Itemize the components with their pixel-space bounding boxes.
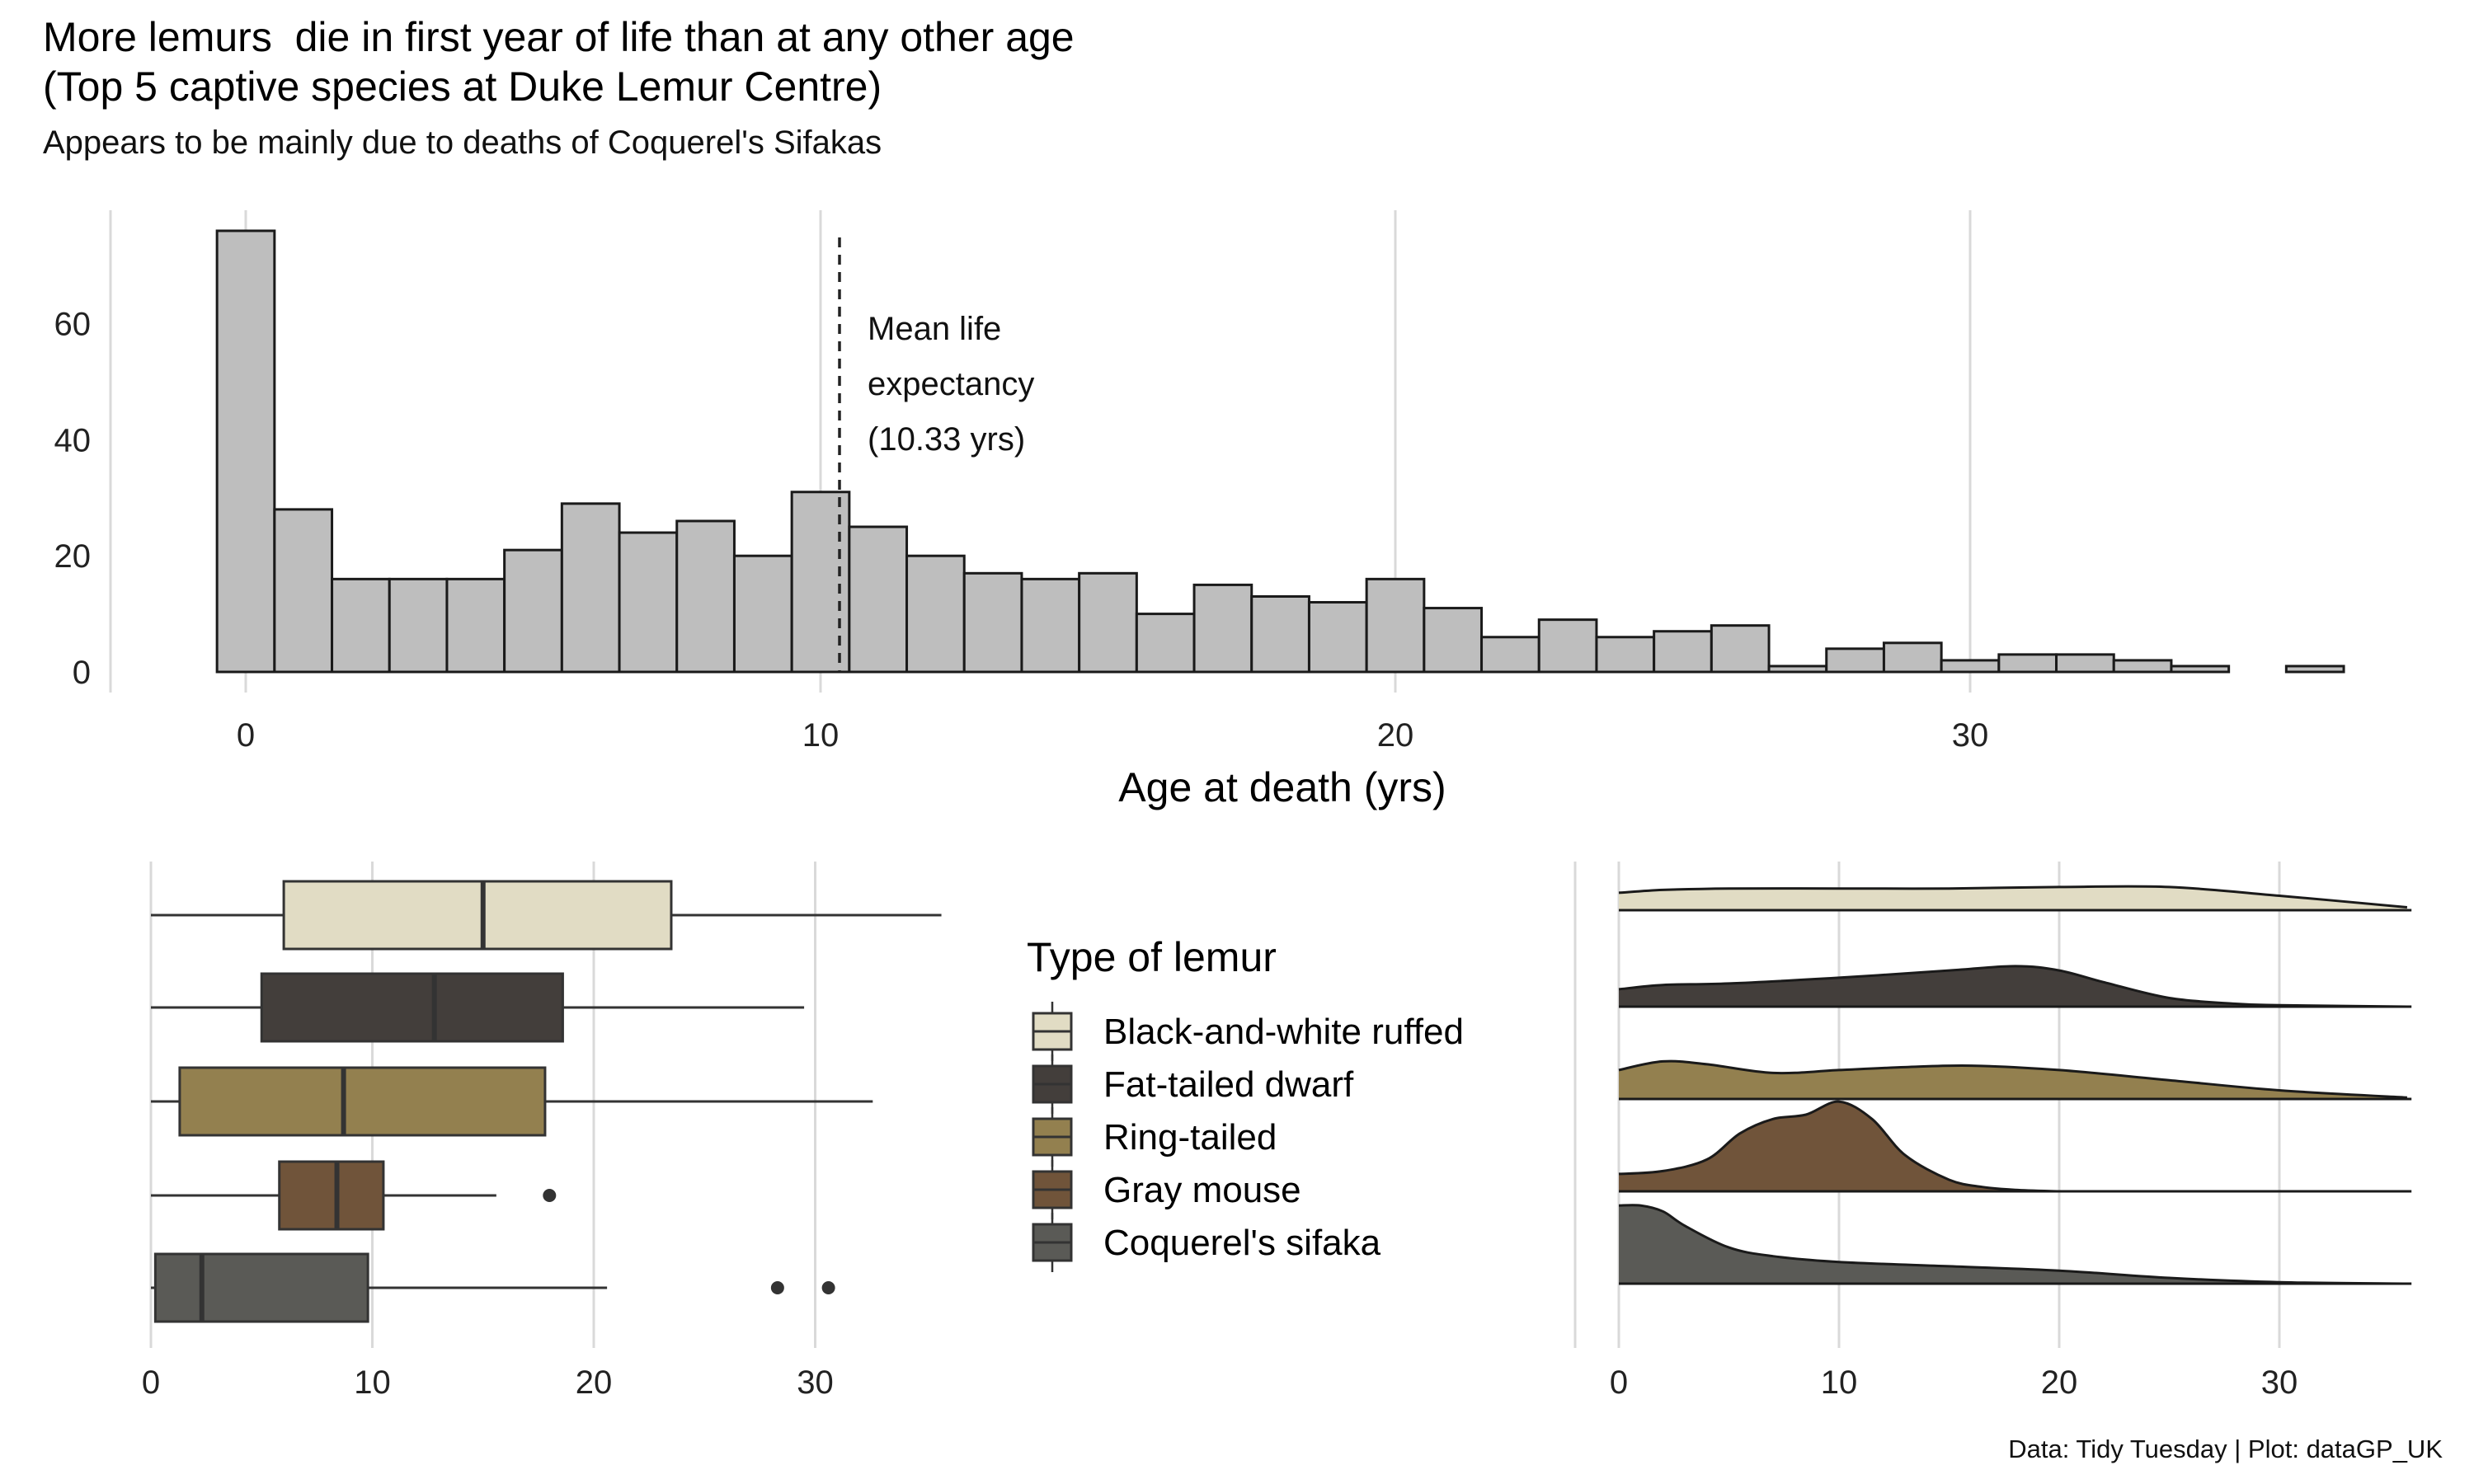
ridgeline-x-tick-label: 30: [2261, 1364, 2298, 1401]
histogram-bar: [732, 554, 793, 674]
ridgeline-density-outline: [1618, 1100, 2060, 1193]
legend-label: Gray mouse: [1103, 1170, 1301, 1210]
histogram-bar: [215, 229, 276, 674]
ridgeline-x-tick-label: 10: [1821, 1364, 1858, 1401]
histogram-bar: [1537, 618, 1598, 674]
histogram-bar: [1423, 607, 1484, 674]
histogram-bar: [1307, 601, 1368, 674]
mean-life-annotation-line: Mean life: [868, 311, 1001, 347]
y-tick-label: 60: [54, 307, 92, 343]
boxplot-x-tick-label: 10: [354, 1364, 391, 1401]
ridgeline-density-outline: [1618, 885, 2408, 909]
histogram-bar: [388, 577, 449, 674]
histogram-bar: [2112, 659, 2173, 674]
histogram-bar: [618, 531, 679, 674]
histogram-bar: [1078, 571, 1138, 674]
legend: Type of lemur Black-and-white ruffed Fat-t…: [1027, 934, 1464, 1272]
chart-title-line-1: More lemurs die in first year of life th…: [43, 14, 1075, 60]
histogram-bar: [2284, 665, 2345, 674]
legend-label: Fat-tailed dwarf: [1103, 1064, 1354, 1105]
boxplot-outlier: [770, 1281, 784, 1294]
x-tick-label: 20: [1377, 717, 1414, 754]
ridgeline-density-fill: [1619, 1061, 2407, 1099]
histogram-bar: [848, 525, 909, 674]
histogram-bar: [1480, 636, 1540, 674]
histogram-bar: [962, 571, 1023, 674]
histogram-bar: [445, 577, 506, 674]
mean-life-annotation-line: (10.33 yrs): [868, 421, 1025, 458]
ridgeline-density-fill: [1619, 1101, 2059, 1191]
x-tick-label: 0: [237, 717, 255, 754]
boxplot-x-tick-label: 30: [797, 1364, 834, 1401]
histogram-bar: [675, 519, 736, 674]
histogram-bar: [1825, 647, 1885, 674]
ridgeline-density-outline: [1618, 965, 2407, 1008]
mean-life-annotation-line: expectancy: [868, 366, 1034, 402]
histogram-bar: [560, 502, 621, 674]
ridgeline-x-tick-label: 0: [1610, 1364, 1628, 1401]
legend-item: Fat-tailed dwarf: [1032, 1054, 1354, 1114]
boxplot-x-tick-label: 0: [142, 1364, 160, 1401]
y-tick-label: 20: [54, 538, 92, 575]
histogram-bar: [273, 508, 334, 674]
ridgeline-density-outline: [1618, 1204, 2407, 1285]
histogram-bar: [1595, 636, 1656, 674]
chart-subtitle: Appears to be mainly due to deaths of Co…: [43, 124, 882, 161]
boxplot-outlier: [821, 1281, 835, 1294]
histogram-bar: [2055, 653, 2115, 674]
y-tick-label: 40: [54, 422, 92, 458]
ridgeline-density-fill: [1619, 1205, 2407, 1284]
histogram-bar: [1882, 641, 1943, 674]
boxplot-box: [278, 1160, 385, 1231]
legend-label: Coquerel's sifaka: [1103, 1223, 1381, 1263]
boxplot-box: [282, 880, 673, 951]
histogram-bar: [331, 577, 391, 674]
legend-title: Type of lemur: [1027, 934, 1277, 980]
histogram-bar: [503, 548, 563, 674]
x-axis-title: Age at death (yrs): [1118, 764, 1446, 810]
ridgeline-x-tick-label: 20: [2041, 1364, 2078, 1401]
ridgeline-density-fill: [1619, 886, 2407, 910]
chart-title-line-2: (Top 5 captive species at Duke Lemur Cen…: [43, 63, 882, 110]
data-source-caption: Data: Tidy Tuesday | Plot: dataGP_UK: [2008, 1435, 2443, 1463]
boxplot-outlier: [543, 1189, 557, 1202]
ridgeline-density-outline: [1618, 1059, 2407, 1099]
x-tick-label: 30: [1952, 717, 1989, 754]
histogram-bar: [1135, 613, 1196, 674]
histogram-bar: [1767, 665, 1828, 674]
boxplot-x-tick-label: 20: [576, 1364, 613, 1401]
histogram-bar: [1250, 594, 1310, 674]
histogram-bar: [1365, 577, 1426, 674]
histogram-bar: [1192, 583, 1253, 674]
histogram-bar: [1997, 653, 2058, 674]
histogram-bar: [1653, 630, 1713, 674]
histogram-bar: [1940, 659, 2001, 674]
legend-item: Coquerel's sifaka: [1032, 1213, 1381, 1272]
histogram-bar: [1710, 624, 1771, 674]
boxplot-box: [260, 972, 564, 1043]
legend-item: Ring-tailed: [1032, 1107, 1277, 1167]
legend-item: Black-and-white ruffed: [1032, 1002, 1464, 1061]
y-tick-label: 0: [73, 655, 91, 691]
histogram-bar: [2170, 665, 2231, 674]
boxplot-box: [178, 1066, 547, 1137]
histogram-bar: [1020, 577, 1081, 674]
histogram-bar: [905, 554, 966, 674]
ridgeline-panel: 0 10 20 30: [1573, 862, 2412, 1401]
boxplot-box: [153, 1252, 369, 1323]
legend-label: Black-and-white ruffed: [1103, 1012, 1464, 1052]
histogram-panel: 0 10 20 30 0 20 40 60 Mean life expectancy (10.33…: [54, 210, 2345, 810]
x-tick-label: 10: [802, 717, 840, 754]
boxplot-panel: 0 10 20 30: [142, 862, 942, 1401]
legend-label: Ring-tailed: [1103, 1117, 1277, 1158]
ridgeline-density-fill: [1619, 965, 2407, 1007]
legend-item: Gray mouse: [1032, 1160, 1301, 1219]
